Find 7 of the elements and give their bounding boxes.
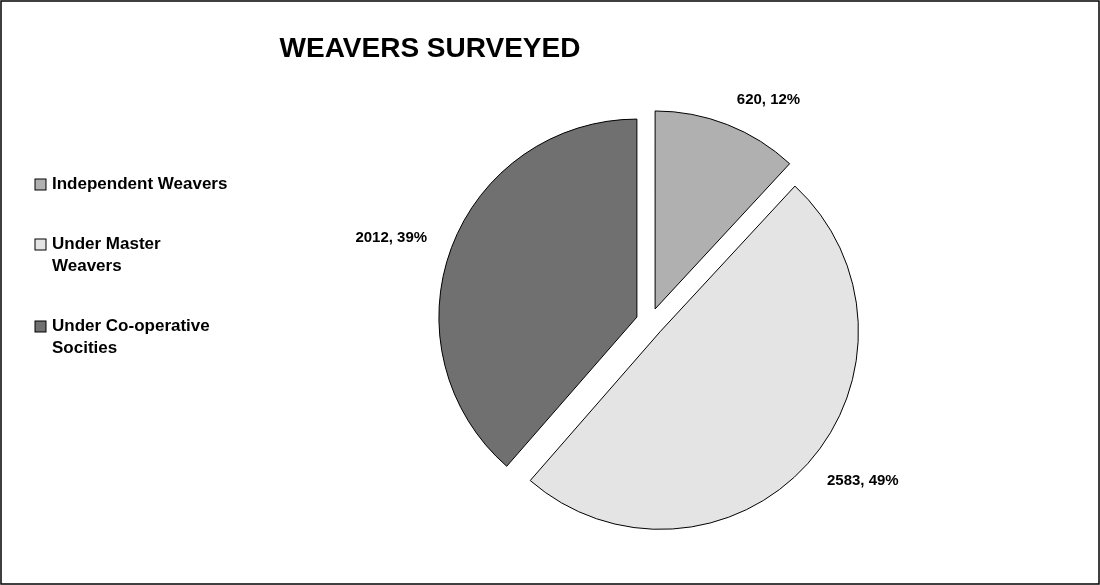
chart-title: WEAVERS SURVEYED	[279, 32, 581, 63]
legend-label: Independent Weavers	[52, 174, 228, 194]
data-label: 620, 12%	[736, 90, 801, 108]
legend-label: Under Master Weavers	[52, 234, 162, 276]
data-label: 2583, 49%	[827, 471, 899, 489]
legend-label: Under Co-operative Socities	[52, 316, 210, 358]
data-label: 2012, 39%	[355, 228, 428, 246]
